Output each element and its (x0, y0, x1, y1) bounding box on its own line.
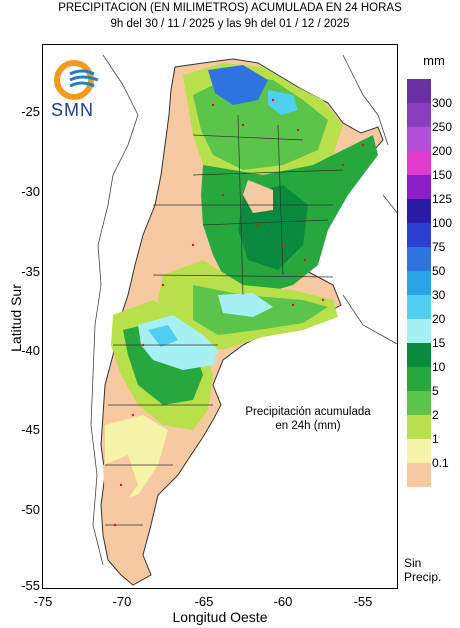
x-tick-label: -75 (33, 594, 53, 609)
legend-swatch (407, 247, 431, 271)
legend-label: 75 (432, 240, 446, 254)
legend-swatch (407, 319, 431, 343)
y-tick-label: -55 (21, 578, 40, 593)
legend-label: 200 (432, 144, 453, 158)
smn-logo-icon (52, 58, 110, 124)
legend-swatch (407, 151, 431, 175)
legend-label: 2 (432, 408, 439, 422)
legend-label: 150 (432, 168, 453, 182)
map-annotation-line2: en 24h (mm) (275, 420, 341, 432)
legend-label: 0.1 (432, 456, 449, 470)
legend-label: 100 (432, 216, 453, 230)
y-tick-label: -35 (21, 264, 40, 279)
legend-label: 20 (432, 312, 446, 326)
legend-swatch (407, 103, 431, 127)
legend-color-bar (407, 79, 431, 487)
x-tick-label: -55 (353, 594, 373, 609)
legend-swatch (407, 175, 431, 199)
legend-swatch (407, 223, 431, 247)
province-border-lines (105, 114, 344, 526)
y-tick-label: -45 (21, 422, 40, 437)
legend-swatch (407, 391, 431, 415)
x-tick-label: -65 (194, 594, 214, 609)
y-tick-label: -40 (21, 343, 40, 358)
legend-label: 300 (432, 96, 453, 110)
legend-swatch (407, 343, 431, 367)
legend-label: 30 (432, 288, 446, 302)
legend-label: 125 (432, 192, 453, 206)
legend-label: 15 (432, 336, 446, 350)
legend-swatch (407, 367, 431, 391)
neighbour-border-lines (90, 54, 397, 566)
x-tick-label: -60 (273, 594, 293, 609)
legend-no-rain-line2: Precip. (404, 570, 442, 584)
rain-zone-pampas-cyan (218, 293, 273, 317)
legend-label: 250 (432, 120, 453, 134)
legend-swatch (407, 271, 431, 295)
rain-zone-patagonia-blue (148, 325, 178, 347)
x-axis-label: Longitud Oeste (172, 609, 268, 625)
legend-label: 5 (432, 384, 439, 398)
y-tick-label: -50 (21, 502, 40, 517)
legend-no-rain-label: Sin Precip. (404, 556, 441, 584)
legend-swatch (407, 79, 431, 103)
precipitation-map (90, 54, 397, 586)
y-tick-label: -25 (21, 104, 40, 119)
map-annotation: Precipitación acumulada en 24h (mm) (228, 405, 388, 433)
rain-zone-north-cyan (268, 90, 298, 115)
y-tick-label: -30 (21, 184, 40, 199)
station-markers (113, 98, 365, 527)
legend-no-rain-line1: Sin (404, 556, 422, 570)
legend-label: 50 (432, 264, 446, 278)
legend-label: 1 (432, 432, 439, 446)
legend-unit: mm (423, 53, 445, 68)
legend-swatch (407, 463, 431, 487)
legend-swatch (407, 295, 431, 319)
rain-zone-patagonia-south-dry (103, 455, 138, 505)
legend-swatch (407, 415, 431, 439)
map-annotation-line1: Precipitación acumulada (245, 406, 371, 418)
map-area (42, 44, 398, 589)
x-tick-label: -70 (112, 594, 132, 609)
rain-zone-north-heavy (208, 65, 268, 105)
legend-label: 10 (432, 360, 446, 374)
legend-swatch (407, 199, 431, 223)
smn-logo-text: SMN (51, 100, 94, 120)
legend-swatch (407, 127, 431, 151)
y-axis-label: Latitud Sur (8, 284, 24, 352)
map-title: PRECIPITACION (EN MILIMETROS) ACUMULADA … (58, 2, 402, 14)
legend-swatch (407, 439, 431, 463)
map-subtitle-period: 9h del 30 / 11 / 2025 y las 9h del 01 / … (110, 18, 350, 30)
